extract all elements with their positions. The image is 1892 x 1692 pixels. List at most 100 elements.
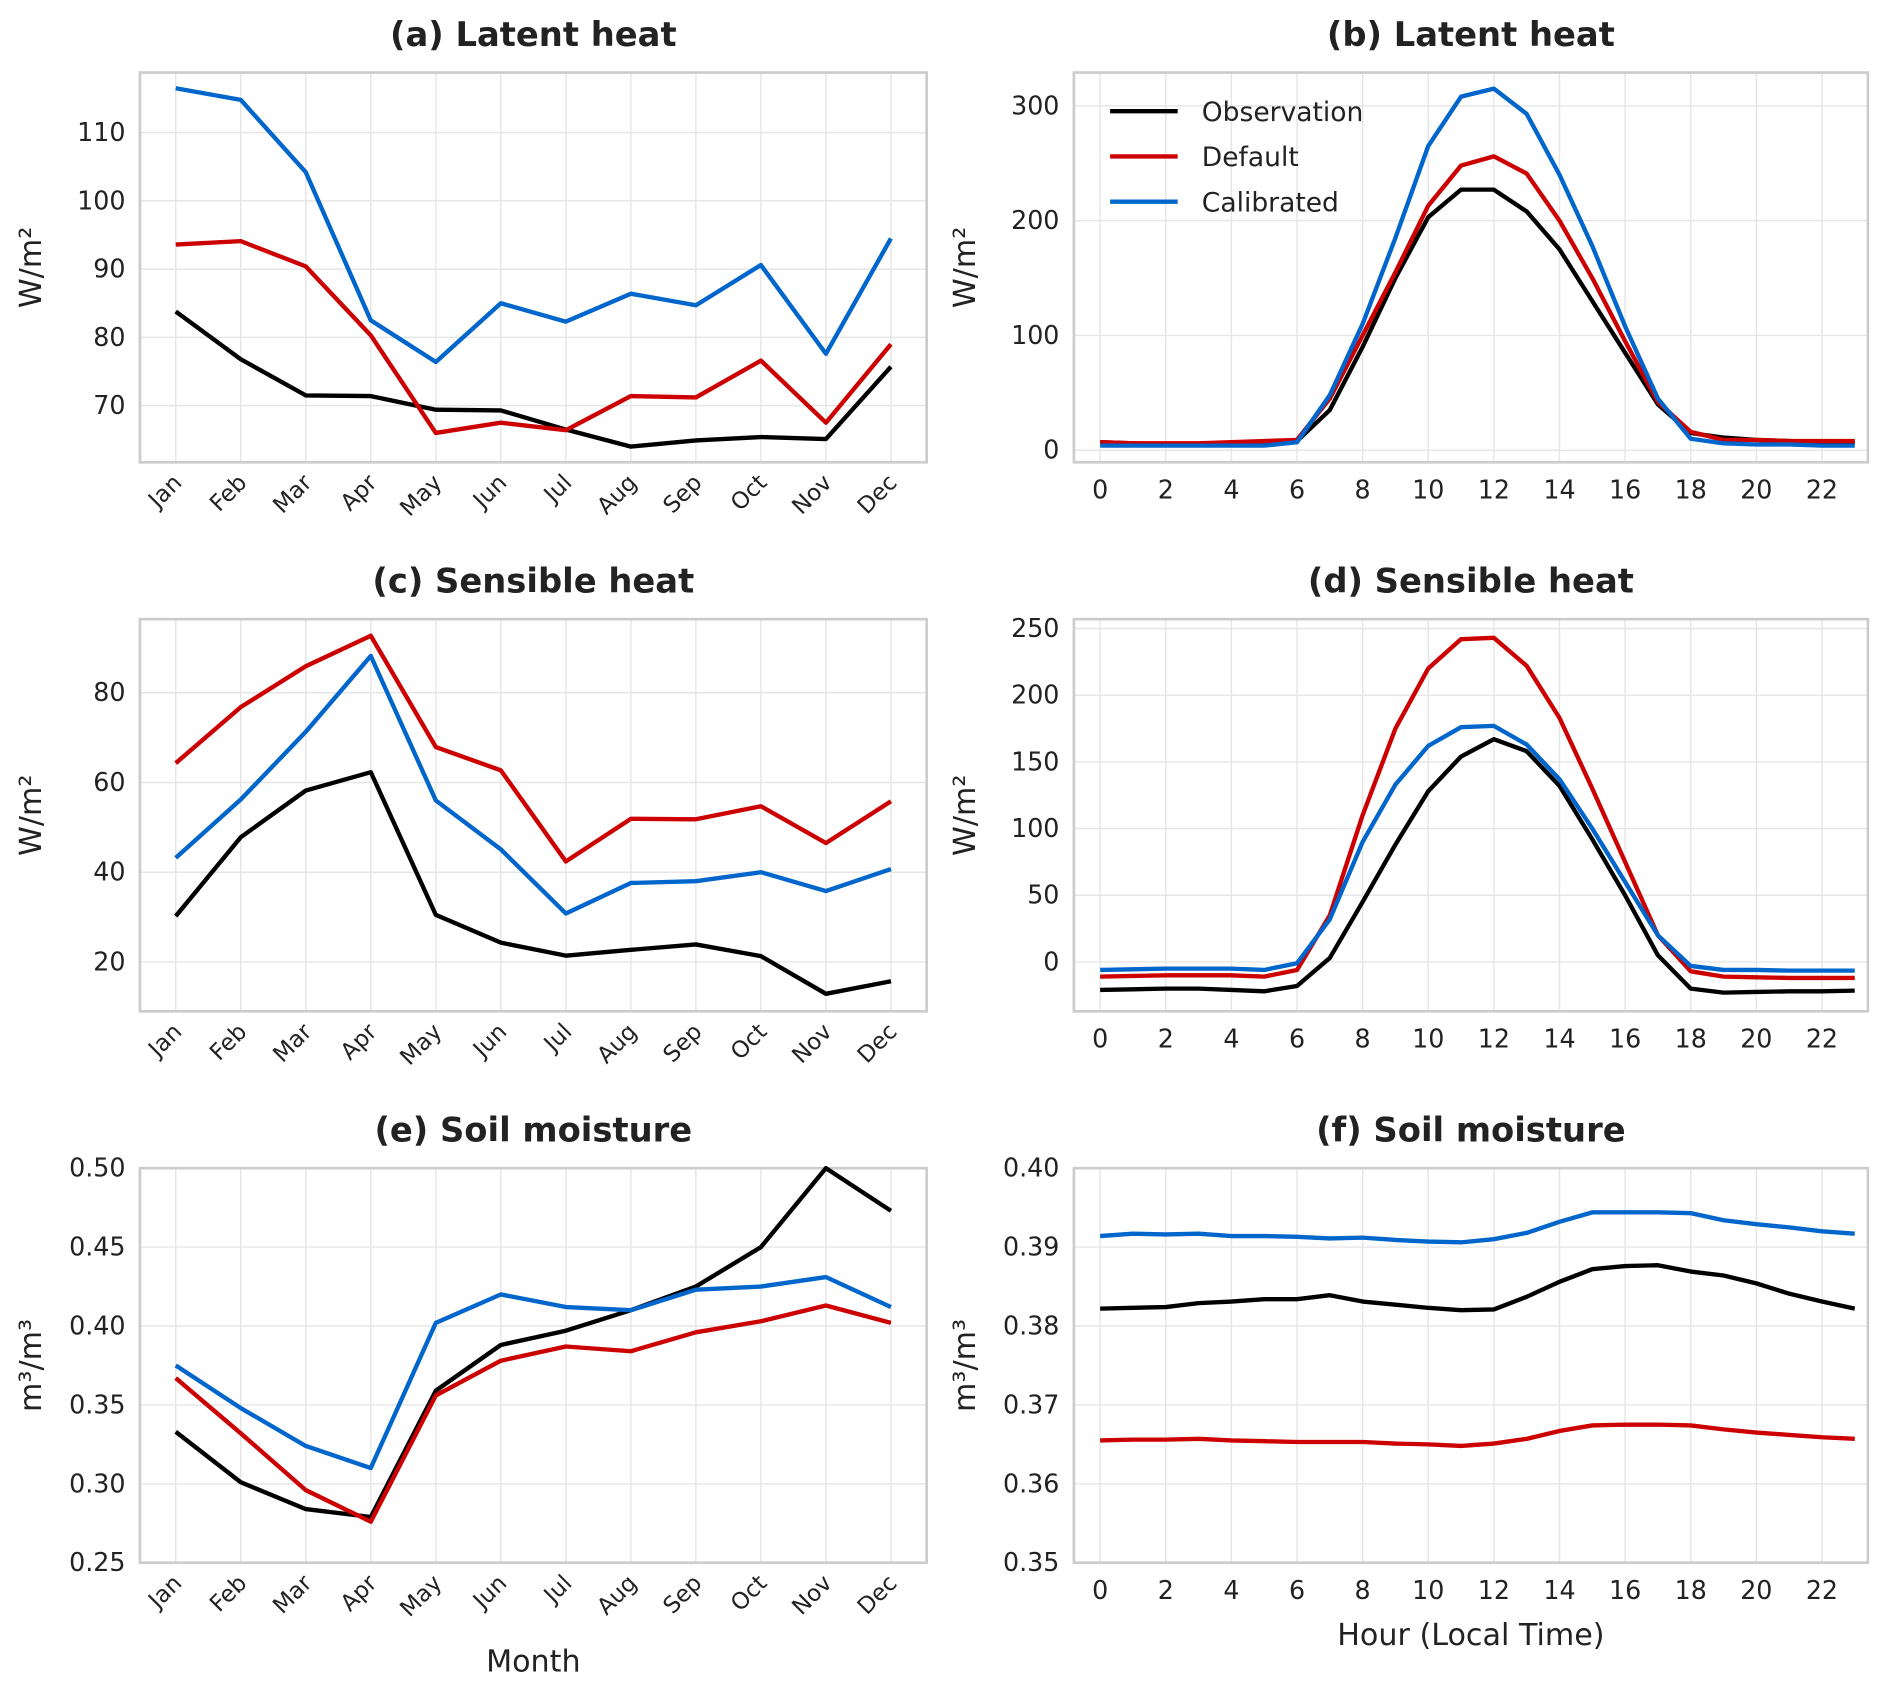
x-tick-label: 10 bbox=[1412, 1575, 1444, 1605]
y-axis-label: W/m² bbox=[948, 227, 983, 308]
legend-label: Default bbox=[1202, 142, 1299, 173]
series-line bbox=[1100, 1422, 1855, 1449]
x-tick-label: 18 bbox=[1675, 1575, 1707, 1605]
series-line bbox=[1099, 1210, 1855, 1245]
y-tick-label: 80 bbox=[93, 677, 125, 707]
y-tick-label: 80 bbox=[93, 322, 125, 352]
x-tick-label: Dec bbox=[853, 1570, 903, 1620]
x-tick-label: Jun bbox=[467, 1570, 512, 1615]
x-tick-label: Dec bbox=[853, 470, 903, 520]
x-tick-label: 18 bbox=[1675, 474, 1707, 504]
y-tick-label: 40 bbox=[93, 857, 125, 887]
series-line bbox=[174, 653, 892, 916]
x-tick-label: Feb bbox=[205, 1570, 252, 1617]
x-tick-label: 4 bbox=[1223, 1575, 1239, 1605]
series-line bbox=[1100, 1263, 1856, 1313]
y-tick-label: 0 bbox=[1043, 946, 1059, 976]
x-tick-label: Oct bbox=[726, 1570, 772, 1616]
legend-label: Calibrated bbox=[1202, 187, 1339, 218]
panel: 0 2 4 6 8 10 12 14 16 18 20 22 0 50 100 150 200 250 (d) Se… bbox=[948, 562, 1870, 1054]
x-tick-label: Feb bbox=[205, 1019, 252, 1066]
x-tick-label: 16 bbox=[1609, 474, 1641, 504]
x-tick-label: Jan bbox=[142, 470, 187, 515]
x-tick-label: 22 bbox=[1806, 1024, 1838, 1054]
x-tick-label: 0 bbox=[1092, 474, 1108, 504]
y-tick-label: 100 bbox=[1011, 813, 1059, 843]
plot-frame bbox=[138, 1166, 929, 1565]
x-tick-label: 0 bbox=[1092, 1024, 1108, 1054]
plot-frame bbox=[1072, 617, 1870, 1013]
x-tick-label: 20 bbox=[1740, 1575, 1772, 1605]
y-tick-label: 0.25 bbox=[69, 1547, 125, 1577]
x-tick-label: 4 bbox=[1223, 474, 1239, 504]
x-axis-label: Month bbox=[486, 1644, 581, 1679]
x-tick-label: 18 bbox=[1675, 1024, 1707, 1054]
x-tick-label: Nov bbox=[787, 1019, 837, 1069]
x-tick-label: May bbox=[395, 1019, 447, 1071]
y-tick-label: 100 bbox=[77, 185, 125, 215]
x-tick-label: 10 bbox=[1412, 1024, 1444, 1054]
x-tick-label: Jul bbox=[538, 1570, 577, 1609]
x-tick-label: Aug bbox=[592, 1019, 642, 1069]
y-tick-label: 0.40 bbox=[69, 1310, 125, 1340]
plot-frame bbox=[138, 71, 929, 464]
chart-title: (d) Sensible heat bbox=[1308, 562, 1634, 601]
y-tick-label: 250 bbox=[1011, 613, 1059, 643]
x-tick-label: 4 bbox=[1223, 1024, 1239, 1054]
x-axis-label: Hour (Local Time) bbox=[1337, 1618, 1604, 1653]
x-tick-label: 6 bbox=[1289, 1575, 1305, 1605]
y-tick-label: 0.35 bbox=[1003, 1547, 1059, 1577]
x-tick-label: 20 bbox=[1740, 474, 1772, 504]
x-tick-label: Aug bbox=[592, 1570, 642, 1620]
x-tick-label: Mar bbox=[268, 469, 317, 518]
x-tick-label: 14 bbox=[1543, 1024, 1575, 1054]
y-tick-label: 0.40 bbox=[1003, 1153, 1059, 1183]
series-line bbox=[174, 1165, 893, 1520]
chart-title: (a) Latent heat bbox=[390, 15, 677, 54]
series-line bbox=[1100, 187, 1855, 447]
x-tick-label: May bbox=[395, 470, 447, 522]
legend: Observation Default Calibrated bbox=[1110, 97, 1363, 218]
x-tick-label: Apr bbox=[336, 1570, 383, 1617]
y-tick-label: 0.38 bbox=[1003, 1310, 1059, 1340]
x-tick-label: 16 bbox=[1609, 1024, 1641, 1054]
y-axis-label: m³/m³ bbox=[948, 1319, 983, 1412]
y-tick-label: 70 bbox=[93, 390, 125, 420]
series-line bbox=[1100, 737, 1855, 995]
x-tick-label: 12 bbox=[1478, 1024, 1510, 1054]
y-axis-label: m³/m³ bbox=[14, 1319, 49, 1412]
x-tick-label: 2 bbox=[1158, 1575, 1174, 1605]
y-tick-label: 20 bbox=[93, 946, 125, 976]
x-tick-label: Sep bbox=[658, 1570, 707, 1619]
x-tick-label: Jul bbox=[538, 1019, 577, 1058]
x-tick-label: Jan bbox=[142, 1019, 187, 1064]
panel: 0 2 4 6 8 10 12 14 16 18 20 22 0.35 0.36 0.37 0.38 0.39 0… bbox=[948, 1111, 1870, 1653]
x-tick-label: 2 bbox=[1158, 1024, 1174, 1054]
y-tick-label: 100 bbox=[1011, 320, 1059, 350]
y-tick-label: 0.50 bbox=[69, 1153, 125, 1183]
x-tick-label: Jul bbox=[538, 470, 577, 509]
y-axis-label: W/m² bbox=[14, 227, 49, 308]
series-line bbox=[174, 1274, 892, 1471]
y-tick-label: 0.45 bbox=[69, 1232, 125, 1262]
y-tick-label: 300 bbox=[1011, 90, 1059, 120]
series-line bbox=[1100, 86, 1855, 448]
x-tick-label: 0 bbox=[1092, 1575, 1108, 1605]
y-tick-label: 150 bbox=[1011, 746, 1059, 776]
y-tick-label: 0.30 bbox=[69, 1468, 125, 1498]
y-tick-label: 0.36 bbox=[1003, 1468, 1059, 1498]
panel: 0 2 4 6 8 10 12 14 16 18 20 22 0 100 200 300 (b) Latent … bbox=[948, 15, 1870, 504]
x-tick-label: 14 bbox=[1543, 474, 1575, 504]
x-tick-label: 8 bbox=[1355, 1575, 1371, 1605]
x-tick-label: Dec bbox=[853, 1019, 903, 1069]
plot-frame bbox=[1072, 71, 1870, 464]
y-axis-label: W/m² bbox=[948, 775, 983, 856]
y-tick-label: 0.39 bbox=[1003, 1232, 1059, 1262]
panel: Jan Feb Mar Apr May Jun Jul Aug Sep Oct Nov Dec 20 40… bbox=[14, 562, 929, 1071]
chart-title: (c) Sensible heat bbox=[372, 562, 694, 601]
x-tick-label: Jun bbox=[467, 1019, 512, 1064]
series-line bbox=[1100, 154, 1855, 446]
x-tick-label: 14 bbox=[1543, 1575, 1575, 1605]
chart-title: (b) Latent heat bbox=[1327, 15, 1615, 54]
